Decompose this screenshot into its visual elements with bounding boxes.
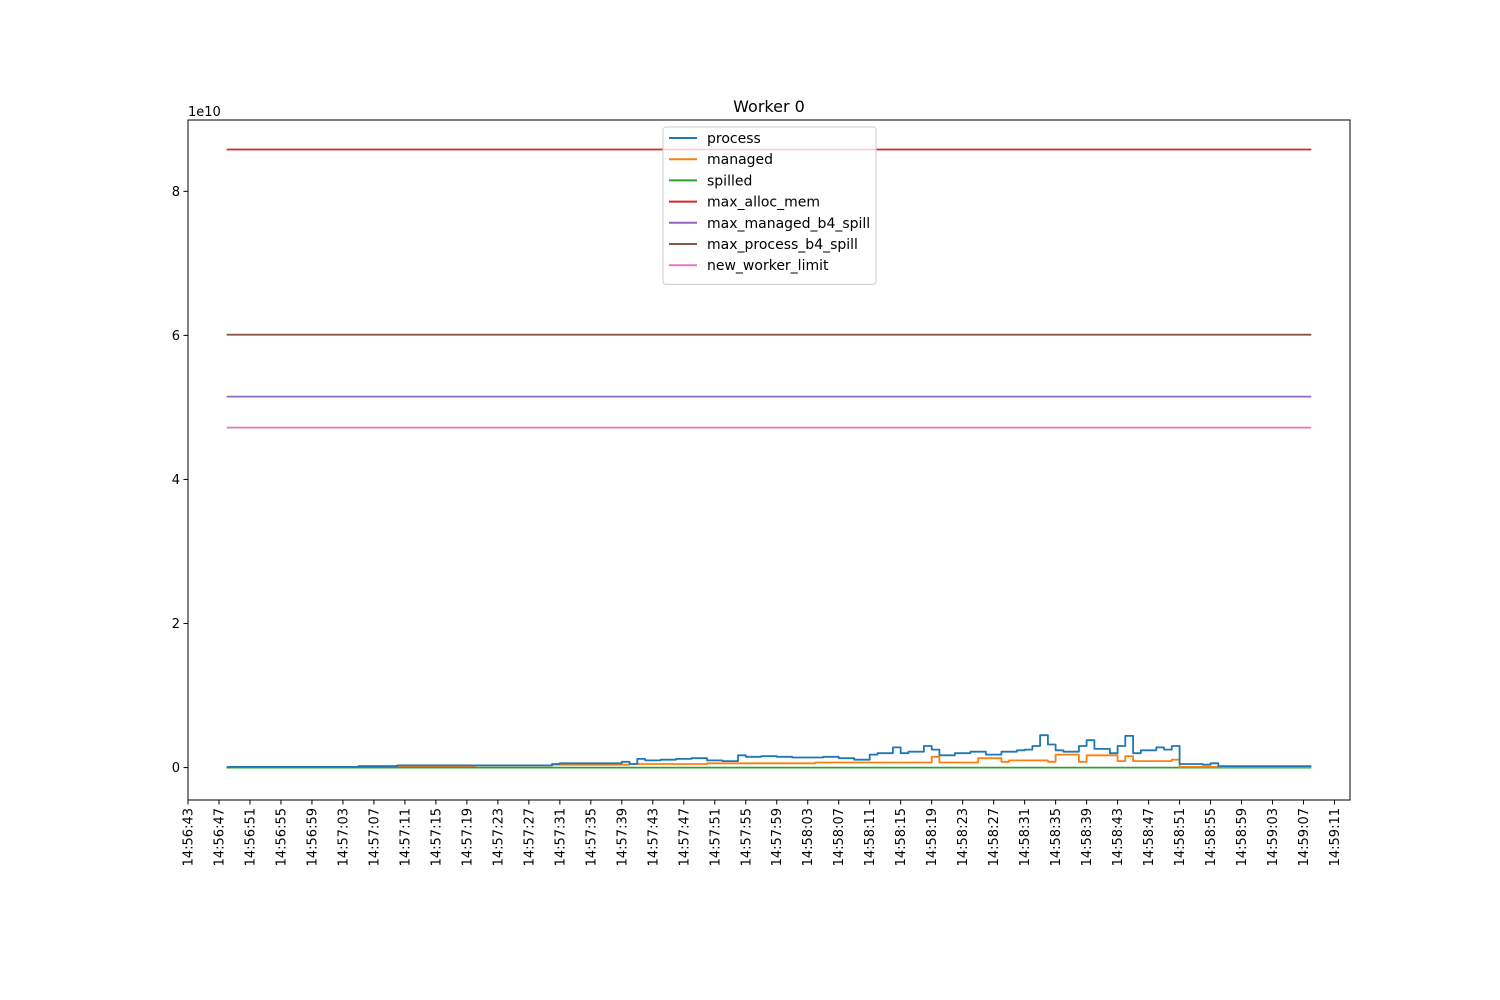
x-tick-label: 14:57:27	[522, 808, 537, 866]
legend-label: managed	[707, 152, 773, 168]
legend-label: spilled	[707, 173, 752, 189]
x-tick-label: 14:58:35	[1049, 808, 1064, 866]
legend-label: max_managed_b4_spill	[707, 216, 870, 232]
x-tick-label: 14:58:47	[1142, 808, 1157, 866]
chart-title: Worker 0	[733, 97, 805, 116]
legend-label: max_alloc_mem	[707, 195, 820, 211]
x-tick-label: 14:57:15	[429, 808, 444, 866]
x-tick-label: 14:57:51	[708, 808, 723, 866]
y-axis-offset-label: 1e10	[188, 105, 221, 120]
x-tick-label: 14:58:23	[956, 808, 971, 866]
x-tick-label: 14:58:43	[1111, 808, 1126, 866]
series-layer	[226, 148, 1312, 769]
x-tick-label: 14:57:07	[367, 808, 382, 866]
x-tick-label: 14:58:07	[832, 808, 847, 866]
x-tick-label: 14:59:11	[1328, 808, 1343, 866]
y-tick-label: 8	[172, 185, 180, 200]
legend-label: process	[707, 131, 761, 147]
x-tick-label: 14:57:47	[677, 808, 692, 866]
legend-label: new_worker_limit	[707, 258, 829, 274]
x-tick-label: 14:57:43	[646, 808, 661, 866]
x-tick-label: 14:57:11	[398, 808, 413, 866]
legend: process managed spilled max_alloc_mem max_ma…	[662, 126, 877, 285]
x-tick-label: 14:57:23	[491, 808, 506, 866]
plot-frame	[187, 119, 1351, 801]
x-tick-label: 14:56:55	[274, 808, 289, 866]
x-tick-label: 14:58:39	[1080, 808, 1095, 866]
y-tick-label: 6	[172, 329, 180, 344]
x-tick-label: 14:57:31	[553, 808, 568, 866]
x-tick-label: 14:57:55	[739, 808, 754, 866]
x-tick-label: 14:58:15	[894, 808, 909, 866]
x-tick-label: 14:56:43	[182, 808, 197, 866]
legend-box	[662, 126, 877, 285]
x-tick-label: 14:58:03	[801, 808, 816, 866]
x-tick-label: 14:58:51	[1173, 808, 1188, 866]
x-tick-label: 14:57:59	[770, 808, 785, 866]
x-tick-label: 14:58:27	[987, 808, 1002, 866]
x-tick-label: 14:58:19	[925, 808, 940, 866]
y-tick-label: 2	[172, 617, 180, 632]
legend-label: max_process_b4_spill	[707, 237, 858, 253]
x-tick-label: 14:58:59	[1235, 808, 1250, 866]
x-tick-label: 14:58:55	[1204, 808, 1219, 866]
x-tick-label: 14:58:31	[1018, 808, 1033, 866]
series-line-process	[226, 734, 1312, 768]
x-tick-label: 14:56:51	[243, 808, 258, 866]
x-tick-label: 14:59:03	[1266, 808, 1281, 866]
x-tick-label: 14:56:59	[305, 808, 320, 866]
y-axis: 0 2 4 6 8	[172, 185, 188, 776]
y-tick-label: 0	[172, 761, 180, 776]
x-tick-label: 14:57:35	[584, 808, 599, 866]
x-axis: 14:56:43 14:56:47 14:56:51 14:56:55 14:56:59…	[182, 800, 1343, 866]
x-tick-label: 14:57:39	[615, 808, 630, 866]
y-tick-label: 4	[172, 473, 180, 488]
x-tick-label: 14:58:11	[863, 808, 878, 866]
x-tick-label: 14:59:07	[1297, 808, 1312, 866]
x-tick-label: 14:57:03	[336, 808, 351, 866]
x-tick-label: 14:56:47	[212, 808, 227, 866]
x-tick-label: 14:57:19	[460, 808, 475, 866]
